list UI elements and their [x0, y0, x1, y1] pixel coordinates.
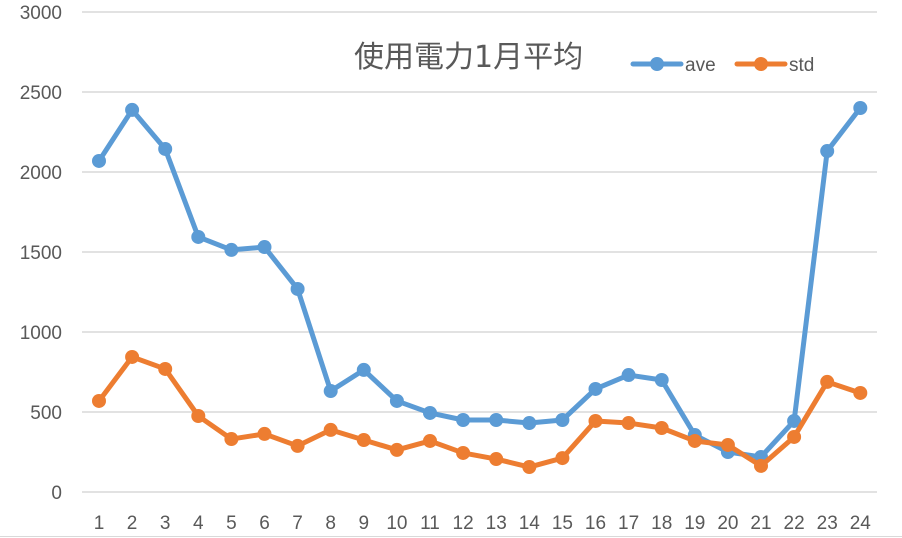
y-tick-label: 2500 — [20, 83, 62, 104]
legend-label: ave — [685, 55, 716, 76]
x-tick-label: 12 — [453, 513, 474, 534]
data-point-marker — [489, 413, 504, 427]
x-tick-label: 7 — [292, 513, 303, 534]
data-point-marker — [257, 426, 272, 441]
data-point-marker — [191, 409, 206, 423]
x-tick-label: 16 — [585, 513, 606, 534]
legend-item-ave: ave — [630, 55, 716, 76]
data-point-marker — [257, 240, 272, 255]
data-point-marker — [224, 432, 239, 447]
series-ave — [92, 101, 868, 464]
chart-title: 使用電力1月平均 — [354, 40, 583, 75]
legend-item-std: std — [734, 55, 814, 76]
x-tick-label: 15 — [552, 513, 573, 534]
data-point-marker — [290, 438, 305, 453]
data-point-marker — [323, 422, 338, 437]
x-tick-label: 20 — [717, 513, 738, 534]
data-point-marker — [522, 416, 537, 431]
legend-label: std — [789, 55, 814, 76]
legend: ave std — [630, 55, 814, 76]
y-tick-label: 1500 — [20, 243, 62, 264]
x-tick-label: 4 — [193, 513, 204, 534]
data-point-marker — [787, 429, 802, 444]
y-tick-label: 2000 — [20, 163, 62, 184]
x-tick-label: 1 — [94, 513, 105, 534]
y-axis-ticks: 0 500 1000 1500 2000 2500 3000 — [20, 3, 62, 504]
x-tick-label: 2 — [127, 513, 138, 534]
data-point-marker — [158, 361, 173, 376]
y-tick-label: 1000 — [20, 323, 62, 344]
series-std — [92, 349, 868, 475]
data-point-marker — [356, 362, 371, 377]
x-axis-ticks: 1 2 3 4 5 6 7 8 9 10 11 12 13 14 15 16 17 18 19 20 21 22 23 24 — [94, 513, 872, 534]
series-line — [96, 105, 863, 460]
y-tick-label: 500 — [30, 403, 62, 424]
x-tick-label: 9 — [359, 513, 370, 534]
data-point-marker — [456, 445, 471, 460]
data-point-marker — [323, 384, 338, 399]
gridlines — [82, 11, 877, 493]
data-point-marker — [654, 373, 669, 387]
data-point-marker — [853, 101, 868, 115]
data-point-marker — [423, 433, 437, 448]
x-tick-label: 24 — [850, 513, 872, 534]
data-point-marker — [389, 442, 404, 457]
x-tick-label: 21 — [750, 513, 771, 534]
data-point-marker — [125, 102, 140, 117]
data-point-marker — [389, 393, 404, 408]
data-point-marker — [290, 281, 305, 296]
data-point-marker — [654, 421, 669, 435]
x-tick-label: 22 — [784, 513, 805, 534]
legend-marker-icon — [754, 57, 768, 71]
x-tick-label: 3 — [160, 513, 171, 534]
data-point-marker — [588, 381, 603, 396]
chart-bottom-border — [0, 536, 902, 537]
data-point-marker — [489, 452, 504, 467]
x-tick-label: 17 — [618, 513, 639, 534]
y-tick-label: 0 — [51, 483, 62, 504]
x-tick-label: 10 — [386, 513, 407, 534]
data-point-marker — [356, 433, 371, 447]
x-tick-label: 6 — [259, 513, 270, 534]
x-tick-label: 13 — [486, 513, 507, 534]
data-point-marker — [555, 413, 570, 427]
data-point-marker — [820, 374, 835, 389]
x-tick-label: 23 — [817, 513, 838, 534]
data-point-marker — [125, 349, 140, 364]
data-point-marker — [588, 413, 603, 428]
data-point-marker — [853, 385, 868, 400]
legend-marker-icon — [650, 57, 664, 71]
data-point-marker — [720, 437, 735, 452]
series-lines — [92, 101, 868, 475]
x-tick-label: 19 — [684, 513, 705, 534]
data-point-marker — [191, 229, 206, 244]
data-point-marker — [820, 144, 835, 159]
data-point-marker — [687, 433, 702, 448]
data-point-marker — [423, 405, 437, 420]
data-point-marker — [555, 451, 570, 466]
data-point-marker — [92, 393, 106, 408]
x-tick-label: 18 — [651, 513, 672, 534]
x-tick-label: 8 — [325, 513, 336, 534]
x-tick-label: 5 — [226, 513, 237, 534]
data-point-marker — [92, 153, 106, 168]
data-point-marker — [754, 458, 768, 473]
y-tick-label: 3000 — [20, 3, 62, 24]
data-point-marker — [224, 242, 239, 257]
data-point-marker — [621, 368, 636, 383]
x-tick-label: 14 — [519, 513, 541, 534]
x-tick-label: 11 — [420, 513, 440, 534]
data-point-marker — [522, 460, 537, 475]
data-point-marker — [621, 416, 636, 431]
data-point-marker — [158, 141, 173, 156]
data-point-marker — [456, 413, 471, 427]
data-point-marker — [787, 413, 802, 428]
